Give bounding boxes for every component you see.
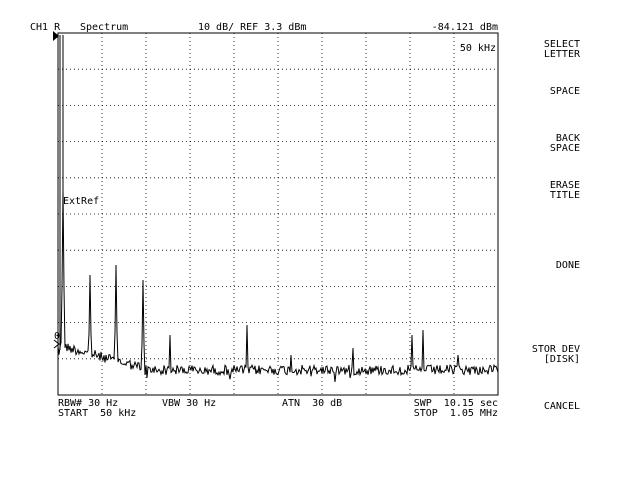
softkey-label: STOR DEV <box>532 344 580 355</box>
rbw: RBW# 30 Hz <box>58 398 118 409</box>
stop: STOP 1.05 MHz <box>414 408 498 419</box>
softkey[interactable]: DONE <box>556 260 580 271</box>
vbw: VBW 30 Hz <box>162 398 216 409</box>
atn: ATN 30 dB <box>282 398 342 409</box>
softkey-label: DONE <box>556 260 580 271</box>
mode: Spectrum <box>80 22 128 33</box>
softkey-label: SPACE <box>550 86 580 97</box>
plot-frame <box>57 32 499 396</box>
softkey-label: CANCEL <box>544 401 580 412</box>
softkey[interactable]: STOR DEV[DISK] <box>532 344 580 365</box>
softkey-label: [DISK] <box>544 354 580 365</box>
ref-marker: 0 <box>54 331 60 342</box>
marker-arrow <box>53 31 59 41</box>
softkey-label: TITLE <box>550 190 580 201</box>
marker-name: ExtRef <box>63 196 99 207</box>
softkey-label: SELECT <box>544 39 580 50</box>
softkeys: SELECTLETTERSPACEBACKSPACEERASETITLEDONE… <box>532 39 581 412</box>
spectrum-trace <box>57 189 499 382</box>
softkey-label: SPACE <box>550 143 580 154</box>
softkey-label: LETTER <box>544 49 581 60</box>
scale: 10 dB/ REF 3.3 dBm <box>198 22 306 33</box>
ref-arrow <box>53 339 60 349</box>
softkey[interactable]: SPACE <box>550 86 580 97</box>
softkey[interactable]: CANCEL <box>544 401 580 412</box>
swp: SWP 10.15 sec <box>414 398 498 409</box>
marker-freq: 50 kHz <box>460 43 496 54</box>
softkey-label: BACK <box>556 133 580 144</box>
graticule <box>58 33 498 395</box>
softkey-label: ERASE <box>550 180 580 191</box>
marker-value: -84.121 dBm <box>432 22 498 33</box>
start: START 50 kHz <box>58 408 136 419</box>
channel: CH1 R <box>30 22 61 33</box>
